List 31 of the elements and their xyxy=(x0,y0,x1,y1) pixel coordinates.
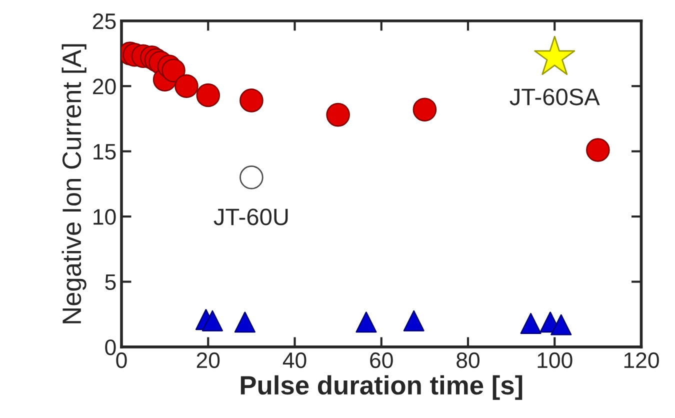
point xyxy=(234,312,256,333)
y-tick-label: 25 xyxy=(93,13,116,30)
annotation: JT-60U xyxy=(214,208,288,226)
point xyxy=(240,88,264,112)
y-axis-title: Negative Ion Current [A] xyxy=(62,44,86,324)
x-tick-label: 60 xyxy=(370,352,393,368)
x-tick-label: 40 xyxy=(282,352,306,368)
point xyxy=(520,312,542,334)
point xyxy=(356,312,377,333)
point xyxy=(174,74,198,98)
y-tick-label: 0 xyxy=(105,339,116,356)
x-tick-label: 0 xyxy=(116,352,127,368)
x-tick-label: 120 xyxy=(624,352,659,368)
y-tick-label: 10 xyxy=(94,209,116,225)
point xyxy=(586,138,610,162)
point xyxy=(412,98,437,122)
x-axis-title: Pulse duration time [s] xyxy=(240,375,522,400)
point xyxy=(202,310,223,332)
annotation: JT-60SA xyxy=(510,88,600,106)
point xyxy=(162,58,186,82)
point xyxy=(326,102,350,127)
point xyxy=(403,310,424,332)
x-tick-label: 20 xyxy=(196,352,220,368)
point xyxy=(240,166,264,190)
y-tick-label: 15 xyxy=(94,144,116,160)
point xyxy=(550,314,572,336)
x-tick-label: 80 xyxy=(456,352,480,368)
point xyxy=(196,83,220,108)
y-tick-label: 5 xyxy=(105,274,116,290)
y-tick-label: 20 xyxy=(93,78,116,94)
x-tick-label: 100 xyxy=(538,352,572,368)
